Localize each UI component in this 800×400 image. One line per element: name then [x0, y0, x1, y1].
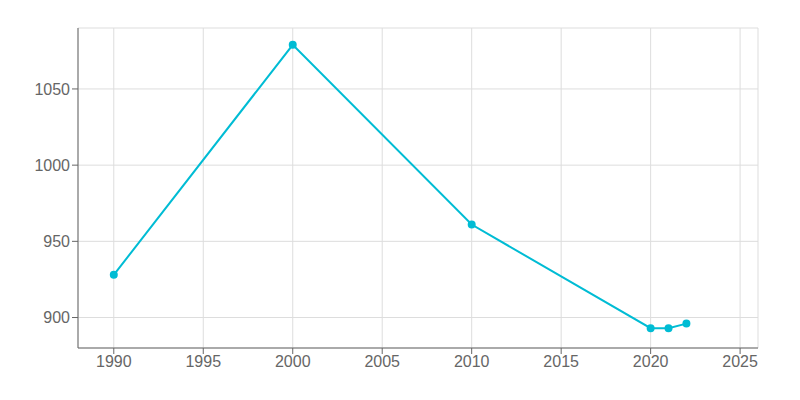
svg-text:950: 950: [43, 233, 70, 250]
svg-text:900: 900: [43, 309, 70, 326]
svg-text:2005: 2005: [364, 353, 400, 370]
svg-text:1000: 1000: [34, 157, 70, 174]
svg-text:1050: 1050: [34, 81, 70, 98]
svg-text:2000: 2000: [275, 353, 311, 370]
svg-text:1990: 1990: [96, 353, 132, 370]
svg-text:2025: 2025: [722, 353, 758, 370]
svg-text:2010: 2010: [454, 353, 490, 370]
svg-text:1995: 1995: [185, 353, 221, 370]
svg-text:2020: 2020: [633, 353, 669, 370]
svg-text:2015: 2015: [543, 353, 579, 370]
